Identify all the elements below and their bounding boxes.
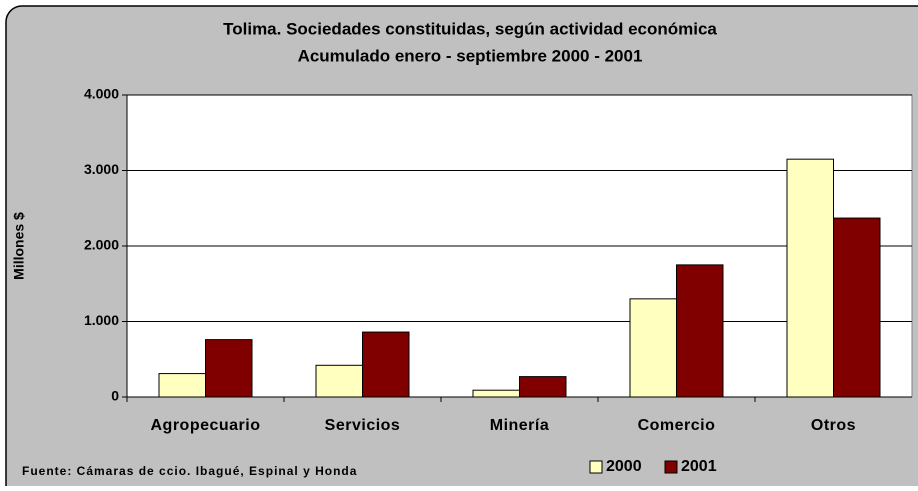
chart-title: Tolima. Sociedades constituidas, según a… <box>223 19 717 38</box>
x-tick-label: Servicios <box>325 417 401 434</box>
y-tick-label: 3.000 <box>84 161 119 177</box>
legend-swatch <box>589 460 603 474</box>
bar <box>676 264 724 398</box>
bar <box>519 376 567 398</box>
bar <box>833 217 881 398</box>
legend-label: 2000 <box>606 458 642 475</box>
bar <box>158 373 206 398</box>
bar <box>472 389 520 398</box>
y-tick-label: 0 <box>111 388 119 404</box>
y-tick-label: 2.000 <box>84 237 119 253</box>
x-tick-label: Agropecuario <box>150 417 260 434</box>
bar <box>629 298 677 398</box>
x-tick-label: Minería <box>490 417 550 434</box>
bar <box>362 331 410 398</box>
chart-subtitle: Acumulado enero - septiembre 2000 - 2001 <box>298 46 643 65</box>
bar <box>786 158 834 398</box>
bar <box>315 364 363 398</box>
legend-label: 2001 <box>681 458 717 475</box>
x-tick-label: Comercio <box>638 417 716 434</box>
source-note: Fuente: Cámaras de ccio. Ibagué, Espinal… <box>22 464 357 478</box>
bar <box>205 339 253 398</box>
x-tick-label: Otros <box>811 417 856 434</box>
legend-swatch <box>664 460 678 474</box>
y-axis-label: Millones $ <box>11 212 27 280</box>
y-tick-label: 4.000 <box>84 86 119 102</box>
y-tick-label: 1.000 <box>84 312 119 328</box>
